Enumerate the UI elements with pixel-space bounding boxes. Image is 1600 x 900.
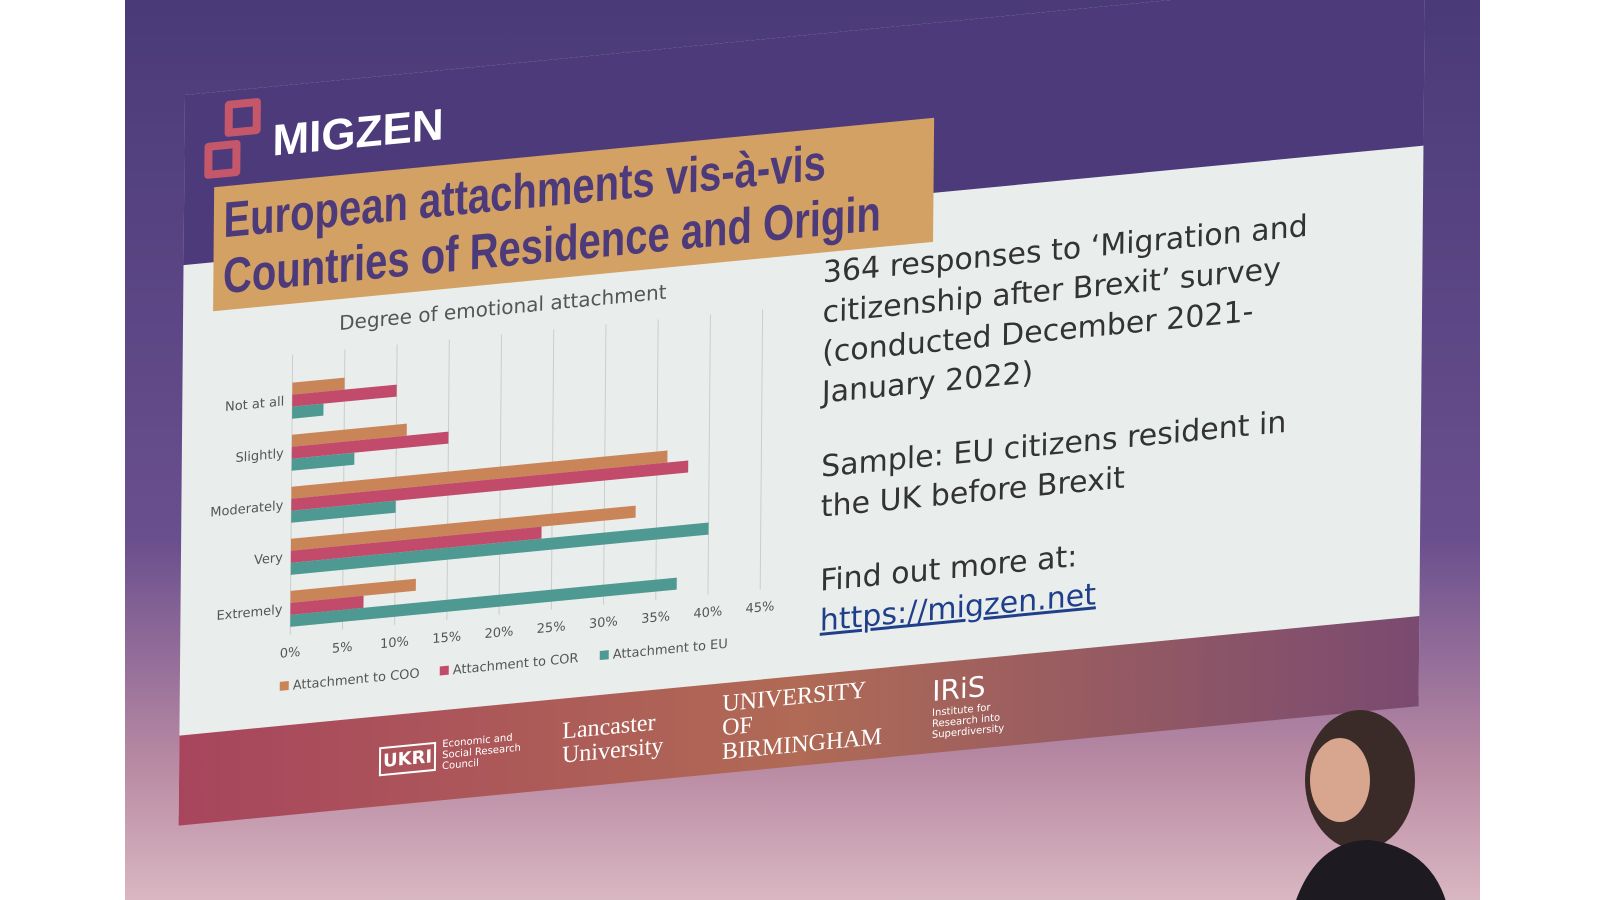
legend-swatch (279, 681, 289, 691)
x-tick-label: 40% (693, 604, 722, 622)
migzen-logo-mark-icon (204, 97, 265, 193)
x-tick-label: 35% (641, 609, 670, 627)
ukri-text: UKRI (378, 741, 437, 776)
legend-swatch (439, 665, 449, 676)
y-tick-label: Not at all (225, 394, 284, 415)
info-sample: Sample: EU citizens resident in the UK b… (820, 404, 1287, 525)
legend-label: Attachment to EU (613, 637, 728, 663)
legend-label: Attachment to COO (293, 666, 420, 693)
bar-0 (292, 377, 345, 395)
brand-name: MIGZEN (272, 100, 444, 166)
bar-2 (291, 500, 396, 523)
bar-0 (291, 423, 407, 447)
x-tick-label: 45% (746, 599, 775, 617)
bar-2 (292, 403, 324, 419)
presenter-silhouette (1296, 710, 1446, 900)
y-tick-label: Very (254, 551, 283, 569)
bar-1 (291, 431, 449, 459)
x-tick-label: 25% (537, 619, 566, 637)
iris-logo: IRiS Institute for Research into Superdi… (932, 665, 1033, 741)
chart-title: Degree of emotional attachment (339, 280, 667, 336)
legend-label: Attachment to COR (453, 651, 579, 678)
bar-1 (290, 526, 542, 563)
lancaster-logo: Lancaster University (561, 709, 664, 769)
bar-2 (290, 522, 709, 575)
presentation-slide: MIGZEN European attachments vis-à-vis Co… (178, 0, 1425, 826)
ukri-esrc-logo: UKRI Economic and Social Research Counci… (378, 731, 522, 778)
bar-0 (290, 505, 636, 551)
attachment-chart: Degree of emotional attachment 0% 5% 10% 15%… (210, 280, 775, 694)
bar-0 (291, 450, 668, 499)
birmingham-logo: UNIVERSITY OF BIRMINGHAM (721, 677, 883, 766)
x-tick-label: 10% (380, 634, 409, 652)
bar-2 (290, 577, 677, 627)
gridline (759, 309, 764, 590)
bar-1 (292, 384, 397, 407)
x-tick-label: 15% (432, 629, 461, 647)
gridline (707, 314, 711, 595)
y-tick-label: Extremely (216, 603, 282, 624)
bar-2 (291, 452, 355, 471)
esrc-text: Economic and Social Research Council (441, 731, 521, 772)
x-tick-label: 30% (589, 614, 618, 632)
photo-background: MIGZEN European attachments vis-à-vis Co… (125, 0, 1480, 900)
y-tick-label: Slightly (235, 446, 284, 466)
legend-swatch (599, 650, 609, 661)
y-tick-label: Moderately (210, 499, 283, 521)
info-panel: 364 responses to ‘Migration and citizens… (820, 203, 1343, 641)
bar-1 (291, 460, 689, 511)
x-tick-label: 20% (484, 624, 513, 642)
bar-0 (290, 578, 416, 603)
x-tick-label: 5% (332, 640, 353, 657)
x-tick-label: 0% (280, 645, 301, 662)
bar-1 (290, 595, 364, 615)
